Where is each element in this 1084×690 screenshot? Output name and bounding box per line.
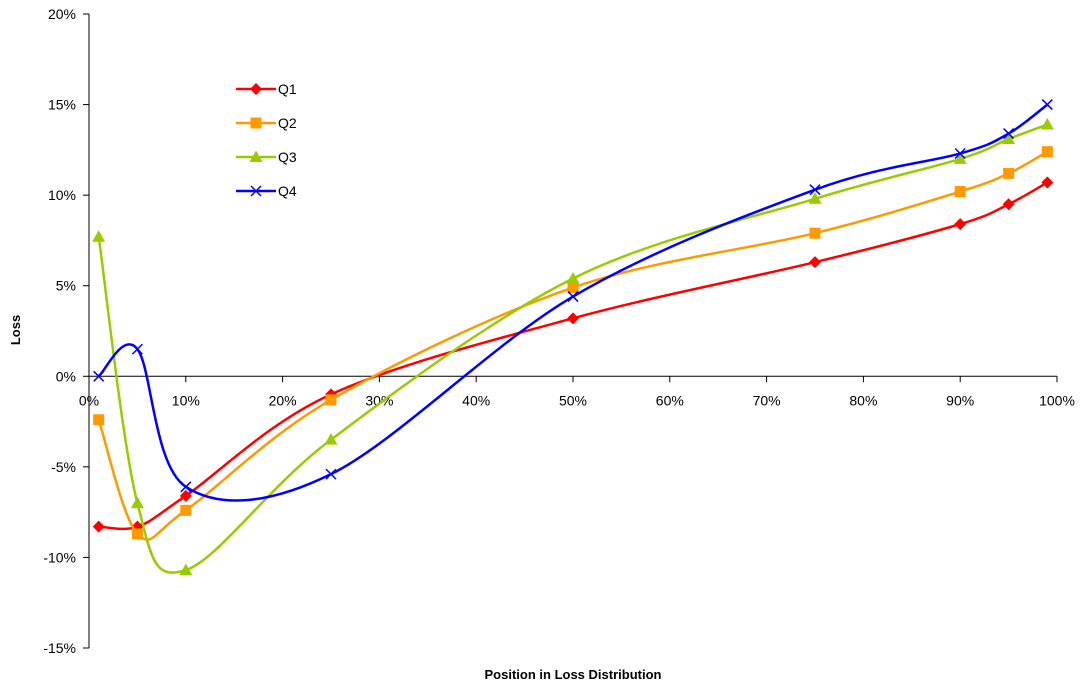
legend-marker bbox=[250, 185, 262, 197]
legend-label: Q1 bbox=[278, 81, 297, 97]
data-point-q3 bbox=[953, 152, 967, 164]
marker-stroke bbox=[567, 291, 579, 303]
data-point-q1 bbox=[809, 256, 821, 269]
marker-stroke bbox=[93, 370, 105, 382]
data-point-q1 bbox=[1002, 198, 1015, 211]
data-point-q2 bbox=[325, 394, 337, 406]
data-point-q3 bbox=[324, 433, 338, 445]
data-point-q4 bbox=[325, 468, 337, 480]
data-point-q4 bbox=[1041, 99, 1053, 111]
x-tick-label: 70% bbox=[753, 392, 781, 408]
legend-marker bbox=[249, 150, 263, 162]
legend-item-q3: Q3 bbox=[236, 149, 297, 165]
series-q1 bbox=[92, 176, 1054, 533]
x-tick-label: 90% bbox=[946, 392, 974, 408]
legend-marker bbox=[250, 83, 262, 95]
marker-stroke bbox=[1003, 128, 1015, 140]
marker-stroke bbox=[809, 184, 821, 196]
data-point-q4 bbox=[567, 291, 579, 303]
legend-label: Q3 bbox=[278, 149, 297, 165]
legend-label: Q4 bbox=[278, 183, 297, 199]
series-line-q2 bbox=[97, 150, 1048, 541]
legend-item-q1: Q1 bbox=[236, 81, 297, 97]
x-tick-label: 20% bbox=[269, 392, 297, 408]
x-tick-label: 10% bbox=[172, 392, 200, 408]
series-q4 bbox=[93, 99, 1053, 502]
y-tick-label: 15% bbox=[48, 97, 76, 113]
x-tick-label: 100% bbox=[1039, 392, 1075, 408]
data-point-q1 bbox=[1041, 176, 1054, 189]
x-tick-label: 50% bbox=[559, 392, 587, 408]
data-point-q1 bbox=[954, 218, 967, 231]
x-tick-label: 40% bbox=[462, 392, 490, 408]
marker-stroke bbox=[131, 343, 143, 355]
data-point-q1 bbox=[567, 312, 579, 325]
x-tick-label: 80% bbox=[849, 392, 877, 408]
data-point-q3 bbox=[1040, 117, 1054, 130]
marker-stroke bbox=[1041, 99, 1053, 111]
y-axis-title: Loss bbox=[8, 315, 23, 345]
data-point-q4 bbox=[180, 481, 192, 493]
legend-label: Q2 bbox=[278, 115, 297, 131]
data-point-q2 bbox=[1003, 167, 1015, 179]
marker-stroke bbox=[325, 468, 337, 480]
data-point-q4 bbox=[1003, 128, 1015, 140]
data-point-q3 bbox=[566, 271, 580, 284]
y-tick-label: 0% bbox=[56, 368, 76, 384]
legend-marker bbox=[250, 117, 262, 129]
y-tick-label: -15% bbox=[43, 640, 76, 656]
y-tick-label: -10% bbox=[43, 549, 76, 565]
data-point-q2 bbox=[131, 528, 143, 540]
data-point-q1 bbox=[179, 489, 192, 502]
marker-stroke bbox=[180, 481, 192, 493]
x-axis-title: Position in Loss Distribution bbox=[485, 667, 662, 682]
data-point-q2 bbox=[1041, 146, 1053, 158]
data-point-q3 bbox=[92, 230, 106, 242]
x-tick-label: 60% bbox=[656, 392, 684, 408]
data-point-q2 bbox=[954, 186, 966, 198]
data-point-q1 bbox=[92, 520, 105, 533]
marker-stroke bbox=[250, 185, 262, 197]
data-point-q2 bbox=[180, 504, 192, 516]
y-tick-label: 20% bbox=[48, 6, 76, 22]
data-point-q3 bbox=[1002, 132, 1016, 144]
marker-stroke bbox=[954, 147, 966, 160]
axes: 20% 15% 10% 5% 0% -5% -10% -15% 0% 10% 20% 30% 40% 50… bbox=[43, 6, 1075, 656]
y-tick-label: 10% bbox=[48, 187, 76, 203]
series-layer bbox=[92, 99, 1054, 576]
series-q2 bbox=[93, 146, 1053, 541]
legend-item-q2: Q2 bbox=[236, 115, 297, 131]
y-tick-label: 5% bbox=[56, 278, 76, 294]
x-tick-label: 30% bbox=[365, 392, 393, 408]
data-point-q2 bbox=[93, 414, 105, 426]
data-point-q2 bbox=[809, 227, 821, 239]
legend-item-q4: Q4 bbox=[236, 183, 297, 199]
series-line-q1 bbox=[98, 181, 1048, 531]
y-tick-label: -5% bbox=[51, 459, 76, 475]
data-point-q3 bbox=[808, 192, 822, 204]
data-point-q4 bbox=[131, 343, 143, 355]
data-point-q4 bbox=[809, 184, 821, 196]
data-point-q3 bbox=[179, 563, 193, 576]
data-point-q3 bbox=[130, 496, 144, 509]
series-q3 bbox=[92, 117, 1054, 576]
legend: Q1 Q2 Q3 Q4 bbox=[236, 81, 297, 199]
x-tick-label: 0% bbox=[79, 392, 99, 408]
data-point-q4 bbox=[954, 147, 966, 160]
data-point-q4 bbox=[93, 370, 105, 382]
series-line-q4 bbox=[97, 103, 1049, 502]
data-point-q2 bbox=[567, 282, 579, 294]
